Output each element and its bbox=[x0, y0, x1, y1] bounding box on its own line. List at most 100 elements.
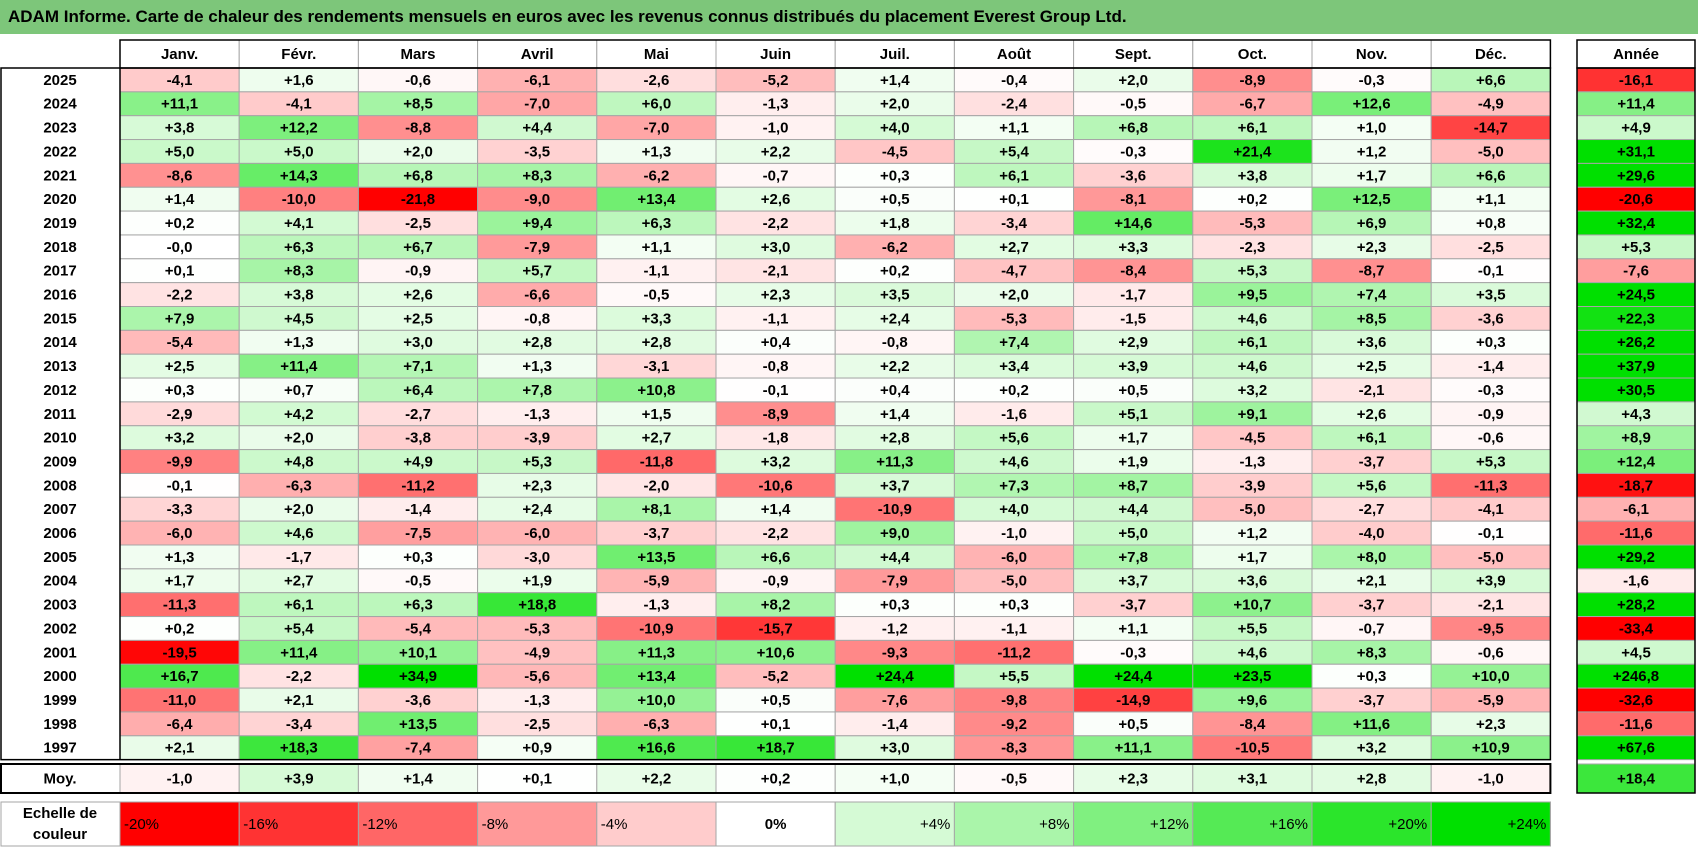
cell-value: +4,0 bbox=[999, 501, 1029, 518]
cell-value: -0,3 bbox=[1478, 382, 1504, 399]
cell-value: -6,6 bbox=[524, 287, 550, 304]
cell-value: -1,3 bbox=[524, 406, 550, 423]
scale-step-label: -20% bbox=[124, 816, 159, 833]
cell-value: -7,4 bbox=[405, 740, 432, 757]
cell-value: +5,0 bbox=[284, 143, 314, 160]
cell-value: +1,3 bbox=[284, 334, 314, 351]
cell-value: -2,9 bbox=[167, 406, 193, 423]
month-header: Oct. bbox=[1238, 46, 1267, 63]
cell-value: -3,6 bbox=[1478, 310, 1504, 327]
cell-value: +0,5 bbox=[880, 191, 910, 208]
scale-step-label: -16% bbox=[243, 816, 278, 833]
year-header: Année bbox=[1613, 46, 1659, 63]
cell-value: -11,8 bbox=[640, 453, 673, 470]
cell-value: +1,3 bbox=[522, 358, 552, 375]
cell-value: -3,1 bbox=[643, 358, 669, 375]
cell-value: -3,9 bbox=[1239, 477, 1265, 494]
cell-value: +2,5 bbox=[165, 358, 195, 375]
row-label: 2002 bbox=[43, 620, 76, 637]
cell-value: -10,0 bbox=[282, 191, 316, 208]
cell-value: +16,7 bbox=[161, 668, 199, 685]
cell-value: +1,9 bbox=[522, 573, 552, 590]
year-value: +4,5 bbox=[1621, 644, 1651, 661]
cell-value: +4,0 bbox=[880, 120, 910, 137]
cell-value: +1,3 bbox=[642, 143, 672, 160]
cell-value: +34,9 bbox=[399, 668, 437, 685]
row-label: 2004 bbox=[43, 573, 77, 590]
cell-value: -11,2 bbox=[401, 477, 434, 494]
cell-value: -6,0 bbox=[524, 525, 550, 542]
cell-value: +6,8 bbox=[1118, 120, 1148, 137]
cell-value: -6,2 bbox=[882, 239, 908, 256]
average-border bbox=[0, 763, 1552, 794]
cell-value: +4,5 bbox=[284, 310, 314, 327]
row-label: 2019 bbox=[43, 215, 76, 232]
month-header-cell bbox=[1192, 39, 1313, 69]
cell-value: -5,6 bbox=[524, 668, 550, 685]
year-value: +29,6 bbox=[1617, 167, 1655, 184]
cell-value: +3,0 bbox=[403, 334, 433, 351]
year-value: -33,4 bbox=[1619, 620, 1654, 637]
cell-value: -7,9 bbox=[524, 239, 550, 256]
average-value: +3,9 bbox=[284, 770, 314, 787]
cell-value: +0,2 bbox=[999, 382, 1029, 399]
cell-value: +2,5 bbox=[1357, 358, 1387, 375]
cell-value: -8,4 bbox=[1120, 263, 1147, 280]
cell-value: +8,5 bbox=[403, 96, 433, 113]
cell-value: +2,4 bbox=[522, 501, 552, 518]
cell-value: -2,1 bbox=[1359, 382, 1385, 399]
cell-value: +9,0 bbox=[880, 525, 910, 542]
month-header: Juil. bbox=[880, 46, 910, 63]
cell-value: +2,1 bbox=[165, 740, 195, 757]
row-label: 2013 bbox=[43, 358, 76, 375]
cell-value: +2,6 bbox=[403, 287, 433, 304]
cell-value: +6,1 bbox=[999, 167, 1029, 184]
scale-step-label: +20% bbox=[1388, 816, 1427, 833]
cell-value: +3,7 bbox=[1118, 573, 1148, 590]
scale-step-label: -12% bbox=[362, 816, 397, 833]
cell-value: -9,5 bbox=[1478, 620, 1504, 637]
cell-value: +7,4 bbox=[999, 334, 1029, 351]
cell-value: +5,1 bbox=[1118, 406, 1148, 423]
average-label: Moy. bbox=[43, 770, 76, 787]
cell-value: +5,3 bbox=[1238, 263, 1268, 280]
cell-value: +4,4 bbox=[1118, 501, 1148, 518]
cell-value: +12,5 bbox=[1353, 191, 1391, 208]
cell-value: +6,3 bbox=[284, 239, 314, 256]
cell-value: +6,0 bbox=[642, 96, 672, 113]
cell-value: +6,1 bbox=[1357, 430, 1387, 447]
cell-value: +2,8 bbox=[522, 334, 552, 351]
cell-value: +0,4 bbox=[880, 382, 910, 399]
cell-value: +3,2 bbox=[761, 453, 791, 470]
average-value: +2,8 bbox=[1357, 770, 1387, 787]
cell-value: -8,9 bbox=[1239, 72, 1265, 89]
cell-value: -0,7 bbox=[1359, 620, 1385, 637]
cell-value: +2,6 bbox=[1357, 406, 1387, 423]
row-label: 2005 bbox=[43, 549, 76, 566]
cell-value: +10,6 bbox=[757, 644, 795, 661]
cell-value: +1,4 bbox=[880, 72, 910, 89]
cell-value: -1,6 bbox=[1001, 406, 1027, 423]
cell-value: +8,5 bbox=[1357, 310, 1387, 327]
cell-value: +3,2 bbox=[1238, 382, 1268, 399]
row-label: 2010 bbox=[43, 430, 76, 447]
cell-value: +1,4 bbox=[880, 406, 910, 423]
cell-value: -5,3 bbox=[524, 620, 550, 637]
year-value: +11,4 bbox=[1617, 96, 1655, 113]
row-label: 1998 bbox=[43, 716, 76, 733]
average-cell bbox=[834, 763, 955, 794]
cell-value: -9,0 bbox=[524, 191, 550, 208]
cell-value: +5,4 bbox=[284, 620, 314, 637]
page-title: ADAM Informe. Carte de chaleur des rende… bbox=[0, 0, 1698, 34]
row-label: 2000 bbox=[43, 668, 76, 685]
average-value: +2,3 bbox=[1118, 770, 1148, 787]
cell-value: +4,6 bbox=[999, 453, 1029, 470]
cell-value: +2,7 bbox=[642, 430, 672, 447]
cell-value: +7,3 bbox=[999, 477, 1029, 494]
cell-value: +1,1 bbox=[1118, 620, 1148, 637]
cell-value: +4,6 bbox=[284, 525, 314, 542]
cell-value: +0,3 bbox=[165, 382, 195, 399]
cell-value: -2,0 bbox=[643, 477, 669, 494]
cell-value: +3,5 bbox=[1476, 287, 1506, 304]
average-value: +0,1 bbox=[522, 770, 552, 787]
